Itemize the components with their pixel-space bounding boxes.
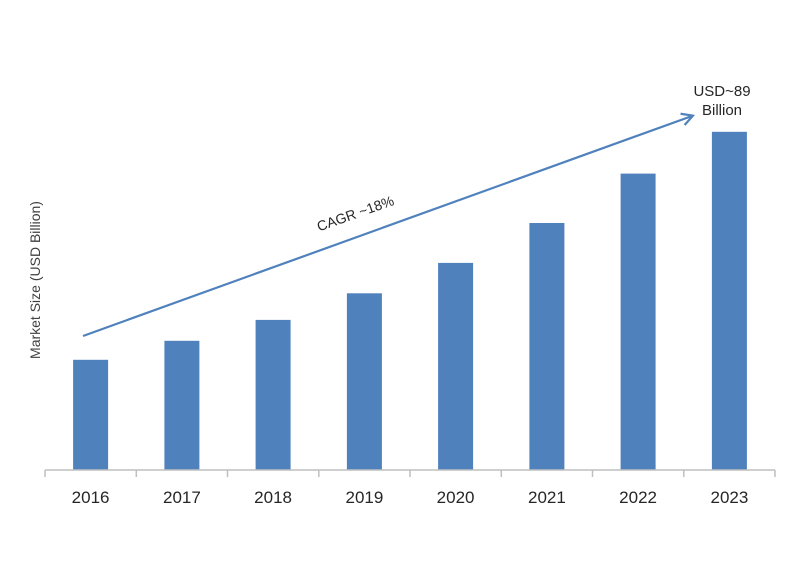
bar-2022 (620, 173, 656, 470)
end-value-annotation-line2: Billion (702, 102, 742, 119)
x-tick-label-2018: 2018 (254, 488, 292, 507)
bar-2020 (438, 262, 474, 470)
bars-group (73, 131, 747, 471)
y-axis-label: Market Size (USD Billion) (27, 201, 43, 359)
x-tick-label-2019: 2019 (345, 488, 383, 507)
bar-2023 (711, 131, 747, 471)
x-axis-ticks (44, 470, 776, 477)
bar-2016 (73, 359, 109, 470)
trend-arrow (82, 116, 692, 338)
x-tick-label-2023: 2023 (710, 488, 748, 507)
bar-2018 (255, 319, 291, 470)
end-value-annotation-line1: USD~89 (693, 83, 750, 100)
bar-2019 (346, 293, 382, 470)
bar-2017 (164, 340, 200, 470)
x-tick-label-2017: 2017 (163, 488, 201, 507)
x-tick-label-2016: 2016 (72, 488, 110, 507)
x-tick-label-2021: 2021 (528, 488, 566, 507)
bar-2021 (529, 223, 565, 470)
x-tick-labels: 2016 2017 2018 2019 2020 2021 2022 2023 (72, 488, 749, 507)
x-tick-label-2020: 2020 (437, 488, 475, 507)
x-tick-label-2022: 2022 (619, 488, 657, 507)
